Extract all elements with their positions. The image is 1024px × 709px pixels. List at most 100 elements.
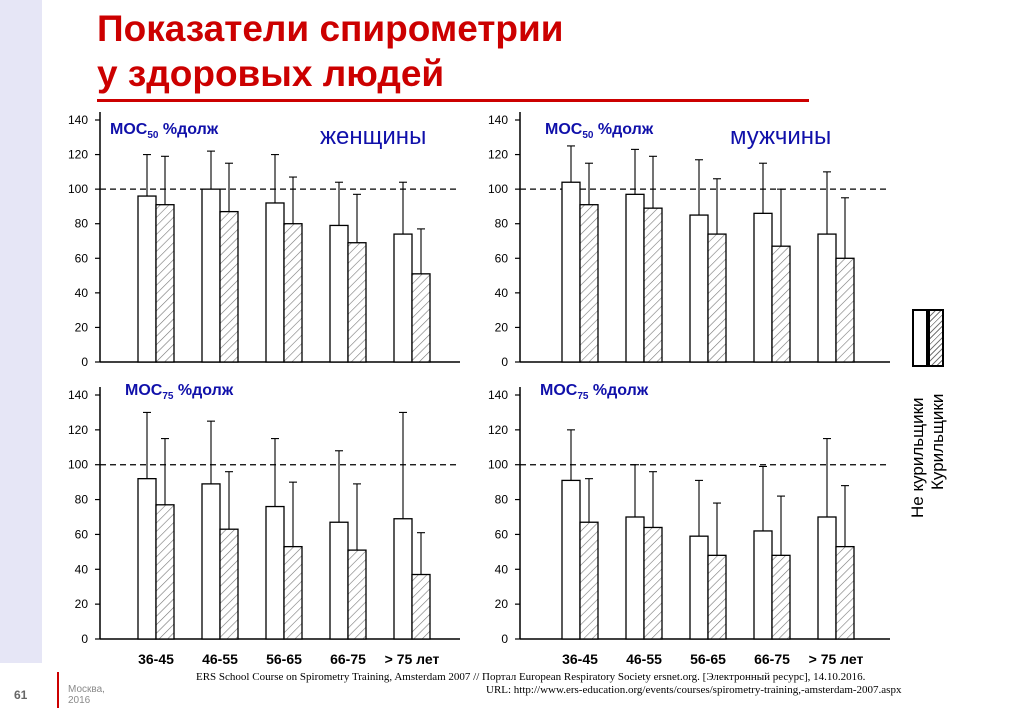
title-underline [97, 99, 809, 102]
y-tick-label: 80 [495, 217, 509, 231]
bar-smokers [347, 242, 367, 363]
bar-smokers [155, 504, 175, 640]
bar-nonsmokers [201, 188, 221, 363]
footer-divider [57, 672, 59, 708]
y-tick-label: 100 [68, 458, 88, 472]
y-tick-label: 40 [75, 562, 89, 576]
bar-smokers [643, 207, 663, 363]
y-tick-label: 100 [68, 182, 88, 196]
source-line-2: URL: http://www.ers-education.org/events… [486, 684, 902, 696]
bar-nonsmokers [137, 195, 157, 363]
bar-nonsmokers [561, 479, 581, 640]
y-tick-label: 100 [488, 182, 508, 196]
y-axis-label-unit: %долж [588, 382, 648, 399]
bar-nonsmokers [329, 224, 349, 363]
x-tick-label: 46-55 [202, 651, 238, 667]
y-tick-label: 0 [81, 355, 88, 369]
y-axis-label-subscript: 50 [582, 130, 594, 141]
y-tick-label: 20 [495, 320, 509, 334]
bar-smokers [347, 549, 367, 640]
legend-label-nonsmokers: Не курильщики [908, 397, 927, 518]
y-axis-label: МОС50 %долж [545, 121, 654, 141]
chart-panel-top-right: 0 20 40 60 80 100 120 140 МОС50 %долж мужчины [488, 112, 890, 369]
bar-smokers [411, 573, 431, 640]
title-line-1: Показатели спирометрии [97, 8, 564, 49]
y-tick-label: 120 [68, 423, 88, 437]
bar-smokers [707, 233, 727, 363]
bar-smokers [579, 204, 599, 363]
y-tick-label: 0 [81, 632, 88, 646]
y-axis-label: МОС75 %долж [125, 382, 234, 402]
y-tick-label: 0 [501, 632, 508, 646]
bar-nonsmokers [689, 214, 709, 363]
bar-smokers [219, 210, 239, 363]
bar-smokers [219, 528, 239, 640]
bar-smokers [283, 223, 303, 363]
city-year: 2016 [68, 695, 91, 706]
y-tick-label: 100 [488, 458, 508, 472]
y-axis-label-subscript: 50 [147, 130, 159, 141]
y-axis-label-unit: %долж [173, 382, 233, 399]
bar-nonsmokers [753, 530, 773, 640]
y-tick-label: 140 [488, 388, 508, 402]
x-tick-label: 36-45 [138, 651, 174, 667]
x-tick-label: 66-75 [330, 651, 366, 667]
y-axis-label: МОС75 %долж [540, 382, 649, 402]
y-tick-label: 120 [488, 423, 508, 437]
y-axis-label-unit: %долж [593, 121, 653, 138]
bar-smokers [579, 521, 599, 640]
y-tick-label: 80 [495, 493, 509, 507]
bar-nonsmokers [817, 516, 837, 640]
y-tick-label: 120 [488, 148, 508, 162]
x-tick-label: 36-45 [562, 651, 598, 667]
city-name: Москва, [68, 684, 105, 695]
bar-nonsmokers [393, 233, 413, 363]
bar-nonsmokers [689, 535, 709, 640]
source-citation: ERS School Course on Spirometry Training… [196, 671, 976, 697]
chart-panel-bottom-left: 0 20 40 60 80 100 120 140 36-45 46-55 56-65 66-75 > … [68, 382, 460, 667]
chart-panel-bottom-right: 0 20 40 60 80 100 120 140 36-45 46-55 56-65 66-75 > … [488, 382, 890, 667]
bar-smokers [707, 554, 727, 640]
slide-number: 61 [14, 688, 28, 702]
bar-smokers [835, 545, 855, 640]
chart-panel-top-left: 0 20 40 60 80 100 120 140 МОС50 %долж женщины [68, 112, 460, 369]
y-tick-label: 20 [495, 597, 509, 611]
legend-swatch-nonsmokers [912, 309, 928, 367]
y-tick-label: 140 [488, 113, 508, 127]
bar-smokers [835, 257, 855, 363]
title-line-2: у здоровых людей [97, 53, 445, 94]
x-tick-label: 66-75 [754, 651, 790, 667]
slide-title: Показатели спирометрии у здоровых людей [97, 6, 564, 96]
bar-nonsmokers [561, 181, 581, 363]
bar-smokers [155, 204, 175, 363]
group-label: мужчины [730, 123, 831, 150]
y-tick-label: 60 [495, 251, 509, 265]
x-tick-label: 46-55 [626, 651, 662, 667]
y-axis-label-subscript: 75 [162, 391, 174, 402]
x-tick-label: > 75 лет [809, 651, 864, 667]
bar-nonsmokers [817, 233, 837, 363]
y-axis-label-main: МОС [545, 121, 583, 138]
y-axis-label-main: МОС [125, 382, 163, 399]
y-axis-label-subscript: 75 [577, 391, 589, 402]
y-tick-label: 40 [495, 562, 509, 576]
y-tick-label: 40 [495, 286, 509, 300]
y-axis-label: МОС50 %долж [110, 121, 219, 141]
bar-nonsmokers [201, 483, 221, 640]
source-line-1: ERS School Course on Spirometry Training… [196, 671, 866, 683]
legend-label-smokers: Курильщики [928, 393, 947, 490]
group-label: женщины [320, 123, 426, 150]
left-sidebar-strip [0, 0, 42, 709]
y-axis-label-main: МОС [540, 382, 578, 399]
x-tick-label: 56-65 [266, 651, 302, 667]
bar-nonsmokers [393, 518, 413, 640]
y-tick-label: 60 [75, 527, 89, 541]
bar-smokers [771, 554, 791, 640]
y-tick-label: 80 [75, 217, 89, 231]
y-tick-label: 140 [68, 113, 88, 127]
y-tick-label: 60 [495, 527, 509, 541]
y-tick-label: 20 [75, 320, 89, 334]
bar-nonsmokers [625, 193, 645, 363]
bar-nonsmokers [625, 516, 645, 640]
